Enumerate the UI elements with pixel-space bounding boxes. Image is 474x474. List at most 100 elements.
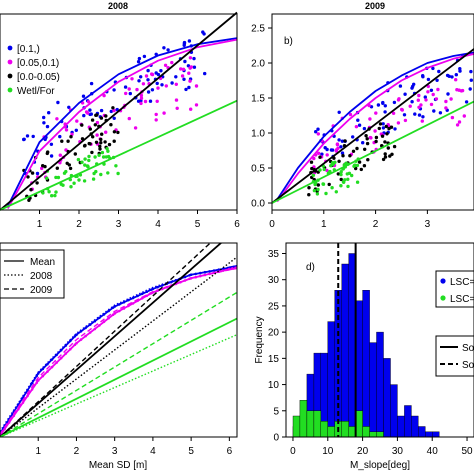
point-0-88 (162, 46, 166, 50)
point-2-56 (390, 152, 394, 156)
point-2-38 (68, 166, 73, 171)
point-0-5 (146, 68, 150, 73)
point-0-53 (423, 95, 427, 99)
point-2-48 (116, 130, 120, 135)
legend-swatch-blue (7, 45, 13, 51)
line-marker (3, 427, 6, 431)
bar-1-9 (355, 410, 363, 438)
bar-0-19 (425, 431, 433, 438)
point-1-67 (312, 156, 316, 161)
point-2-58 (380, 134, 385, 138)
point-1-16 (455, 123, 460, 127)
point-0-59 (22, 137, 26, 141)
point-0-80 (155, 81, 159, 86)
point-3-41 (347, 171, 352, 175)
line-marker (36, 372, 40, 375)
point-2-45 (94, 140, 99, 144)
point-0-50 (160, 83, 164, 87)
point-0-18 (99, 108, 104, 113)
point-0-39 (82, 113, 86, 118)
point-2-39 (337, 159, 341, 163)
point-3-6 (346, 177, 350, 181)
panel-mean-sd-xlabel: Mean SD [m] (89, 460, 148, 471)
point-0-24 (381, 101, 385, 106)
legend-label-so-dashed: So (462, 360, 474, 371)
point-0-7 (402, 113, 407, 117)
point-2-27 (30, 171, 35, 175)
point-0-28 (376, 103, 381, 107)
pc-x-tick-label-2: 3 (112, 446, 118, 457)
pd-y-tick-label-5: 25 (268, 301, 280, 312)
fit-curve-0 (7, 37, 238, 207)
point-1-58 (434, 97, 439, 101)
point-0-76 (351, 135, 355, 139)
point-1-43 (112, 108, 116, 113)
point-3-9 (87, 154, 91, 159)
fit-curve-3 (0, 99, 238, 211)
point-1-36 (420, 119, 424, 123)
pb-y-tick-label-0: 0.0 (251, 199, 265, 210)
panel-2009-curves (271, 48, 474, 204)
point-0-17 (49, 142, 54, 146)
point-0-6 (170, 81, 174, 85)
line-marker (69, 347, 72, 351)
point-2-34 (98, 144, 102, 148)
point-3-47 (56, 175, 61, 180)
panel-mean-sd-x-ticks: 1 2 3 4 5 6 (35, 437, 233, 457)
point-0-62 (56, 100, 60, 105)
panel-histogram-bars (292, 253, 440, 438)
point-1-75 (164, 84, 168, 88)
legend-swatch-green (7, 87, 13, 93)
point-1-8 (139, 101, 143, 106)
point-0-17 (437, 69, 441, 74)
point-0-21 (323, 146, 327, 150)
point-3-35 (72, 181, 76, 185)
point-2-31 (80, 123, 84, 127)
point-1-57 (135, 87, 139, 92)
pa-x-tick-label-2: 3 (116, 219, 122, 230)
point-3-27 (355, 180, 360, 184)
point-0-62 (398, 84, 403, 88)
line-marker (41, 374, 45, 378)
line-9 (0, 291, 237, 437)
bar-0-14 (390, 384, 398, 438)
pc-x-tick-label-3: 4 (150, 446, 156, 457)
point-2-37 (385, 132, 389, 136)
point-0-57 (89, 81, 94, 86)
point-1-12 (189, 107, 193, 111)
panel-histogram-letter: d) (306, 262, 315, 273)
point-1-56 (181, 67, 186, 72)
point-2-4 (365, 137, 369, 141)
point-0-19 (410, 100, 414, 104)
pd-y-tick-label-2: 10 (268, 380, 280, 391)
line-marker (122, 307, 126, 310)
point-1-26 (373, 129, 377, 133)
pb-x-tick-label-1: 1 (321, 219, 327, 230)
legend-label-1: [0.05,0.1) (17, 58, 59, 69)
point-0-69 (42, 115, 46, 120)
point-0-29 (88, 108, 92, 112)
line-6 (0, 243, 212, 437)
point-1-13 (156, 86, 160, 90)
point-3-48 (99, 172, 103, 177)
point-1-29 (64, 128, 69, 132)
point-2-7 (107, 142, 112, 147)
point-0-43 (438, 111, 443, 115)
point-1-45 (457, 120, 462, 124)
pb-y-tick-label-1: 0.5 (251, 164, 265, 175)
panel-histogram-x-ticks: 0 10 20 30 40 50 (290, 437, 473, 457)
point-1-18 (396, 98, 401, 102)
point-0-77 (426, 77, 431, 82)
pd-y-tick-label-4: 20 (268, 328, 280, 339)
point-3-43 (116, 171, 120, 176)
point-1-14 (429, 102, 434, 107)
point-0-52 (337, 138, 341, 142)
point-2-21 (112, 130, 117, 134)
bar-0-10 (362, 290, 370, 438)
panel-histogram-ylabel: Frequency (254, 316, 265, 363)
point-0-13 (403, 92, 407, 96)
point-1-32 (354, 125, 359, 129)
point-0-1 (361, 141, 365, 145)
point-0-66 (31, 134, 35, 139)
